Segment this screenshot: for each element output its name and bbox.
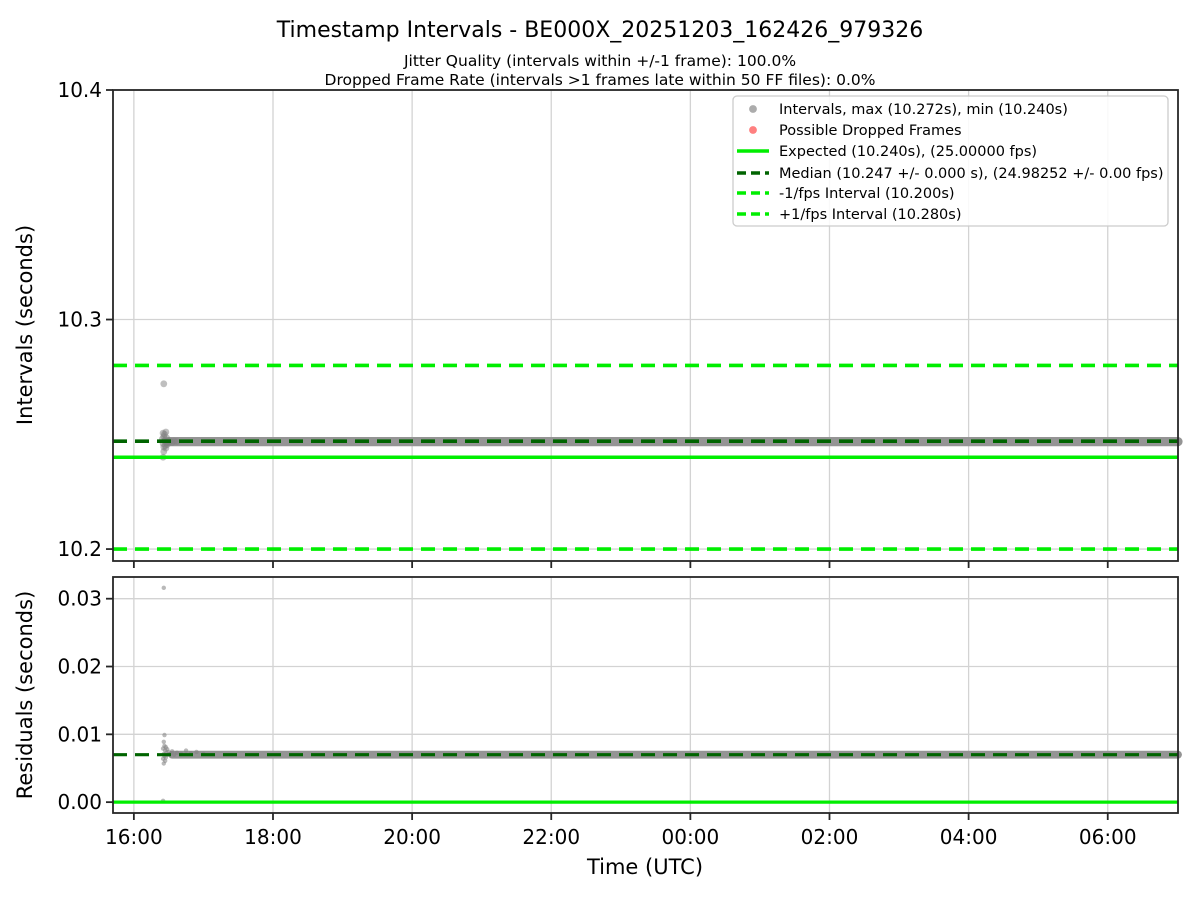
x-tick-label: 06:00	[1079, 825, 1137, 849]
data-point	[161, 585, 166, 591]
axes-frame	[112, 576, 1179, 814]
chart-title: Timestamp Intervals - BE000X_20251203_16…	[276, 18, 923, 43]
y-tick-label: 10.2	[57, 537, 102, 561]
intervals-y-axis-label: Intervals (seconds)	[13, 225, 37, 425]
x-axis-label: Time (UTC)	[586, 855, 703, 879]
chart-subtitle-dropped: Dropped Frame Rate (intervals >1 frames …	[325, 71, 876, 89]
data-point	[174, 750, 180, 755]
y-tick-label: 10.4	[57, 78, 102, 102]
x-tick-label: 16:00	[105, 825, 163, 849]
data-point	[173, 438, 181, 446]
data-point	[162, 732, 167, 738]
legend-box	[732, 95, 1169, 227]
residuals-y-axis-label: Residuals (seconds)	[13, 591, 37, 800]
chart-subtitle-jitter: Jitter Quality (intervals within +/-1 fr…	[403, 52, 796, 70]
y-tick-label: 0.01	[57, 722, 102, 746]
axes-layer: 10.2 10.3 10.4 16:00 18:00 20:00 22:00 00:00 02:…	[57, 78, 1183, 849]
y-tick-label: 0.03	[57, 587, 102, 611]
legend-intervals-marker-icon	[749, 105, 757, 113]
legend: Intervals, max (10.272s), min (10.240s) …	[732, 95, 1169, 227]
x-tick-label: 18:00	[244, 825, 302, 849]
legend-expected-label: Expected (10.240s), (25.00000 fps)	[779, 144, 1037, 160]
legend-dropped-frames-marker-icon	[749, 126, 757, 134]
x-tick-label: 22:00	[522, 825, 580, 849]
y-tick-label: 0.00	[57, 790, 102, 814]
y-tick-label: 10.3	[57, 308, 102, 332]
x-tick-label: 00:00	[662, 825, 720, 849]
data-point	[161, 739, 166, 744]
data-point	[162, 758, 168, 763]
legend-minus1fps-label: -1/fps Interval (10.200s)	[779, 186, 955, 202]
data-point	[169, 749, 175, 754]
legend-median-label: Median (10.247 +/- 0.000 s), (24.98252 +…	[779, 166, 1164, 182]
x-tick-label: 04:00	[940, 825, 998, 849]
legend-intervals-label: Intervals, max (10.272s), min (10.240s)	[779, 102, 1068, 118]
x-tick-label: 02:00	[801, 825, 859, 849]
data-point	[194, 749, 199, 755]
x-tick-label: 20:00	[383, 825, 441, 849]
legend-plus1fps-label: +1/fps Interval (10.280s)	[779, 207, 961, 223]
y-tick-label: 0.02	[57, 655, 102, 679]
data-point	[183, 748, 189, 753]
legend-dropped-frames-label: Possible Dropped Frames	[779, 123, 962, 139]
axes-frame	[112, 89, 1179, 562]
data-point	[160, 380, 168, 388]
data-point	[162, 428, 170, 436]
